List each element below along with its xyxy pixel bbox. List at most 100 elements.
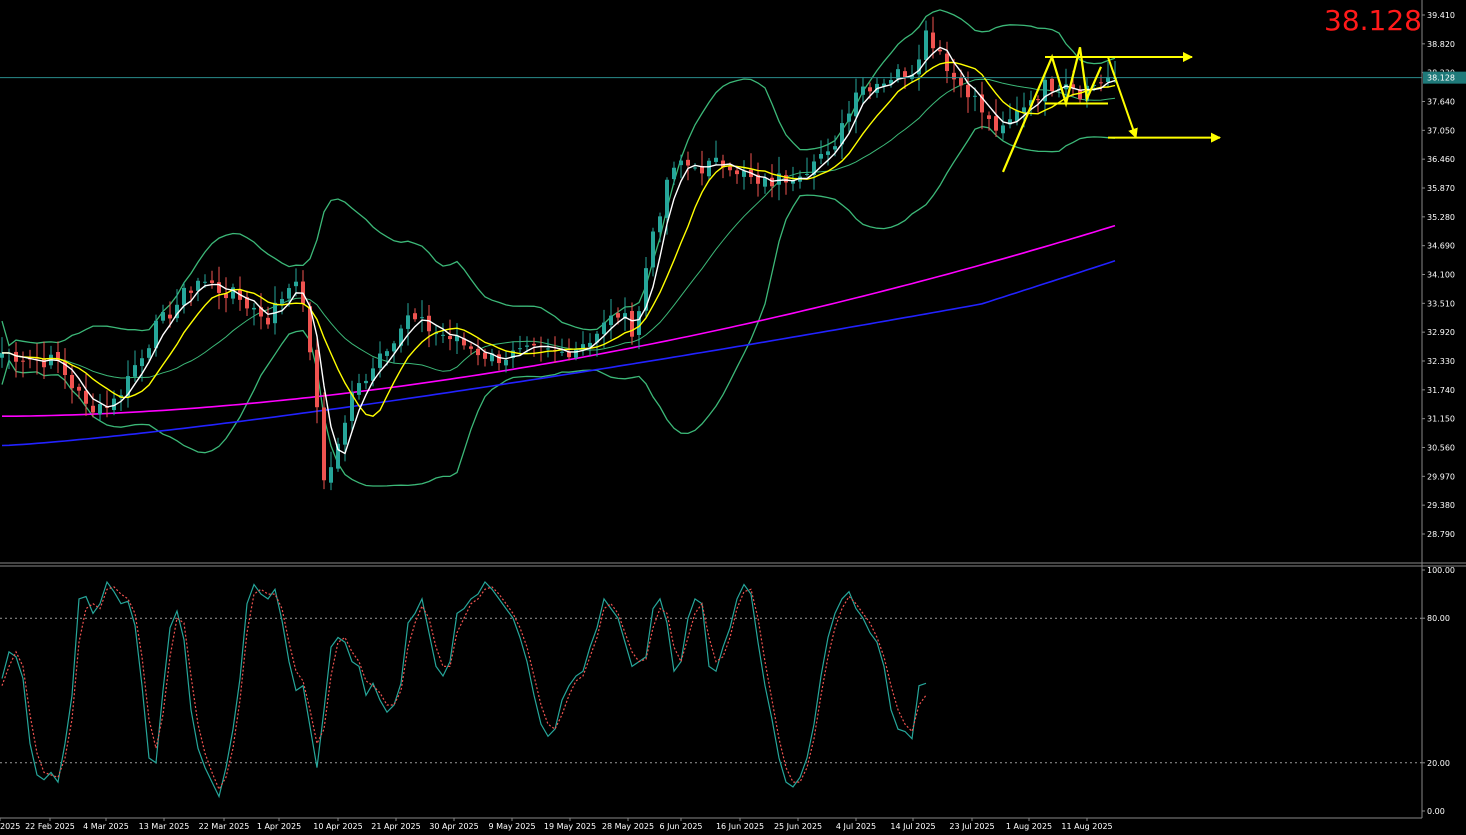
candle-body [728, 166, 732, 171]
candle [420, 300, 424, 333]
candle [441, 323, 445, 344]
candle-body [350, 392, 354, 421]
candle [231, 283, 235, 305]
candle [959, 69, 963, 98]
price-tick-label: 34.100 [1427, 271, 1455, 280]
candle [329, 451, 333, 491]
price-tick-label: 32.330 [1427, 357, 1455, 366]
candle-body [917, 59, 921, 75]
candle-body [623, 313, 627, 319]
candle [182, 282, 186, 314]
candle [553, 336, 557, 363]
candle-body [42, 358, 46, 368]
candle-body [133, 365, 137, 377]
candle-body [84, 390, 88, 404]
candle [609, 299, 613, 340]
time-axis: 2025 22 Feb 2025 4 Mar 2025 13 Mar 2025 22 M… [0, 818, 1113, 831]
price-panel [0, 9, 1422, 491]
candle-body [245, 297, 249, 309]
candle-body [959, 77, 963, 86]
candle-body [966, 84, 970, 98]
candle-body [252, 307, 256, 310]
candle [56, 341, 60, 373]
candle-body [315, 349, 319, 408]
candle [308, 301, 312, 361]
oscillator-panel [0, 580, 1422, 799]
candle [1078, 85, 1082, 104]
price-tick-label: 39.410 [1427, 11, 1455, 20]
time-tick-label: 10 Apr 2025 [313, 822, 362, 831]
candle [679, 154, 683, 179]
candle-body [224, 293, 228, 299]
candle [658, 212, 662, 243]
candle [406, 303, 410, 346]
candle-body [567, 352, 571, 358]
candle-body [854, 92, 858, 117]
candle [434, 325, 438, 346]
candle-body [371, 368, 375, 381]
candle-body [889, 80, 893, 84]
candle [350, 380, 354, 432]
candle-body [581, 344, 585, 349]
candle-body [77, 386, 81, 391]
candle-body [1106, 76, 1110, 82]
stochastic-main-line [1, 580, 927, 799]
candle-body [931, 32, 935, 49]
candle-body [504, 359, 508, 366]
bollinger-lower-band [1, 125, 1116, 487]
bollinger-middle-band [2, 78, 1116, 379]
candle [224, 277, 228, 313]
candle [357, 373, 361, 400]
candle [707, 158, 711, 182]
candle [469, 343, 473, 356]
candle-body [777, 173, 781, 185]
price-tick-label: 30.560 [1427, 444, 1455, 453]
candle [266, 306, 270, 329]
price-tick-label: 35.870 [1427, 184, 1455, 193]
candle [812, 154, 816, 190]
candle-body [462, 338, 466, 346]
candle [364, 373, 368, 390]
candle [210, 270, 214, 289]
candle-body [203, 281, 207, 283]
candle [560, 338, 564, 357]
ma-fast-line [2, 46, 1116, 455]
candle-body [14, 351, 18, 362]
candle [294, 268, 298, 297]
candle [133, 350, 137, 382]
price-tick-label: 37.050 [1427, 126, 1455, 135]
candle [336, 437, 340, 472]
candle-body [651, 231, 655, 268]
oscillator-tick-label: 80.00 [1427, 614, 1450, 623]
candle [973, 87, 977, 112]
candle [91, 393, 95, 418]
candle [686, 151, 690, 181]
candle-body [763, 177, 767, 187]
candle [525, 336, 529, 353]
candle [742, 160, 746, 190]
candle [343, 415, 347, 462]
candle [546, 338, 550, 358]
candle [777, 156, 781, 201]
candle-body [735, 170, 739, 175]
candle-body [448, 336, 452, 340]
time-tick-label: 2025 [0, 822, 20, 831]
candle [63, 348, 67, 389]
candle-body [56, 351, 60, 361]
candle-body [217, 282, 221, 293]
candle-body [910, 74, 914, 79]
candle [504, 351, 508, 373]
candle [539, 336, 543, 362]
candle-body [329, 467, 333, 483]
candle-body [399, 328, 403, 346]
price-tick-label: 32.920 [1427, 328, 1455, 337]
candle [714, 140, 718, 165]
candle-body [231, 287, 235, 299]
candle [924, 20, 928, 72]
candle-body [266, 317, 270, 325]
candle-body [112, 398, 116, 411]
candle-body [924, 30, 928, 61]
candle-body [588, 342, 592, 347]
candle-body [378, 353, 382, 368]
candle [392, 340, 396, 363]
